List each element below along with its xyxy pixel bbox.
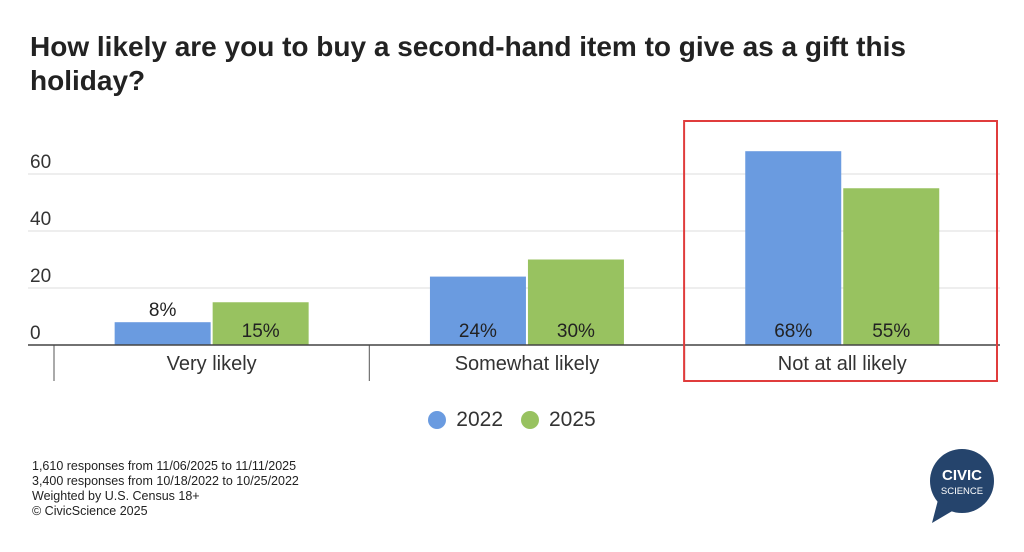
bar-2022-0 [114,322,211,345]
civicscience-logo: CIVIC SCIENCE [930,449,994,523]
highlight-box [683,120,998,382]
bar-2025-1 [527,259,624,345]
legend-swatch-2025 [521,411,539,429]
bar-2025-0 [212,302,309,345]
legend-swatch-2022 [428,411,447,429]
footnote-responses-2025: 1,610 responses from 11/06/2025 to 11/11… [32,459,297,473]
data-label-2025-2: 55% [872,321,910,342]
logo-speech-tail [932,500,954,523]
bar-2022-2 [745,151,842,345]
y-tick-label-20: 20 [30,266,51,287]
x-tick-label-2: Not at all likely [778,353,907,375]
data-label-2025-1: 30% [557,321,595,342]
data-label-2022-0: 8% [149,300,177,321]
legend-item-2022[interactable]: 2022 [428,408,503,432]
legend-label-2022: 2022 [456,408,503,431]
data-label-2022-2: 68% [774,321,812,342]
footnote-copyright: © CivicScience 2025 [32,504,148,518]
legend-label-2025: 2025 [549,408,596,431]
footnotes: 1,610 responses from 11/06/2025 to 11/11… [32,459,299,519]
bar-2025-2 [843,188,940,345]
logo-text-science: SCIENCE [941,486,983,497]
logo-badge [930,449,994,513]
y-tick-label-40: 40 [30,209,51,230]
data-label-2025-0: 15% [242,321,280,342]
bar-chart: 0 20 40 60 8% 15% Very likely 24% 30% Somewhat li… [28,120,1000,382]
logo-text-civic: CIVIC [942,467,982,484]
data-label-2022-1: 24% [459,321,497,342]
x-tick-label-1: Somewhat likely [455,353,600,375]
x-tick-label-0: Very likely [167,353,257,375]
legend-item-2025[interactable]: 2025 [521,408,596,432]
bar-2022-1 [429,276,526,345]
y-tick-label-60: 60 [30,152,51,173]
legend: 2022 2025 [0,408,1024,432]
y-tick-label-0: 0 [30,323,41,344]
footnote-responses-2022: 3,400 responses from 10/18/2022 to 10/25… [32,474,299,488]
chart-title: How likely are you to buy a second-hand … [30,31,906,96]
footnote-weighting: Weighted by U.S. Census 18+ [32,489,200,503]
